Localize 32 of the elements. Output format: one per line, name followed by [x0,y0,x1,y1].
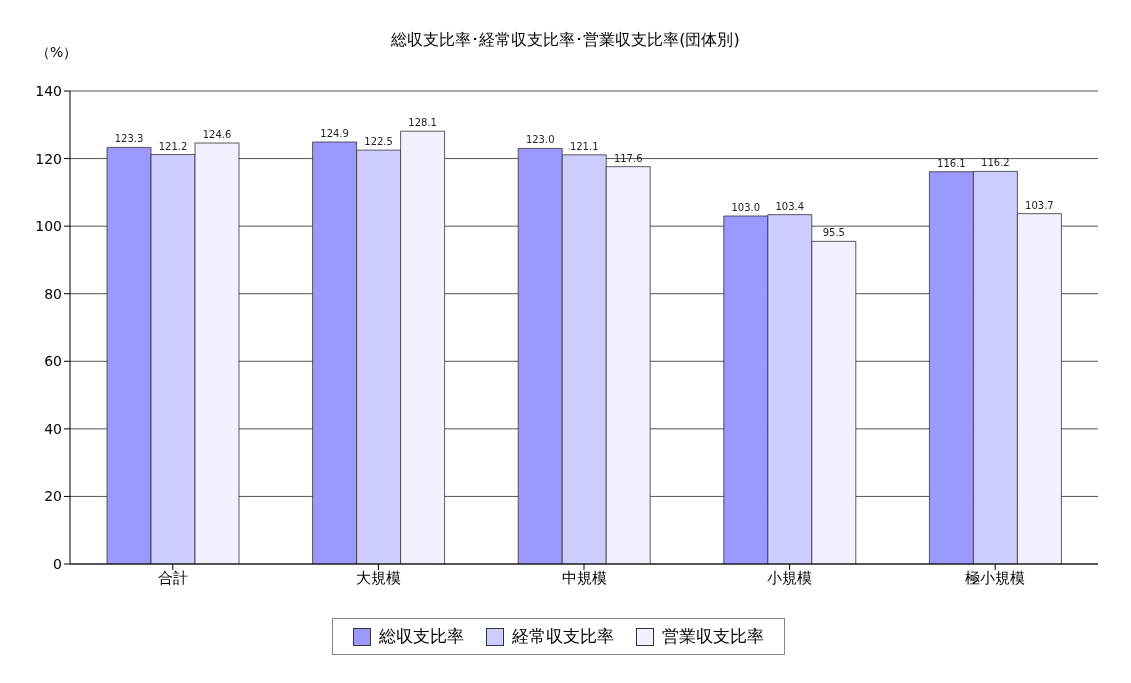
data-label: 123.0 [525,134,555,146]
data-label: 103.4 [775,200,805,212]
x-tick-label: 極小規模 [965,568,1026,587]
data-label: 123.3 [114,133,144,145]
y-tick-label: 40 [44,420,62,437]
data-label: 124.6 [202,129,232,141]
data-label: 121.1 [569,140,599,152]
y-tick-label: 120 [35,150,62,167]
legend-label: 経常収支比率 [511,625,614,648]
y-tick-label: 0 [53,555,62,572]
y-tick-label: 60 [44,353,62,370]
data-label: 103.0 [731,202,761,214]
data-label: 122.5 [364,136,393,148]
y-tick-label: 100 [35,218,62,235]
data-label: 116.1 [937,157,966,169]
data-label: 121.2 [158,140,188,152]
legend-label: 総収支比率 [378,625,464,648]
data-label: 124.9 [320,128,349,140]
y-tick-label: 20 [44,488,62,505]
data-label: 103.7 [1025,199,1054,211]
x-tick-label: 合計 [157,568,188,587]
y-tick-label: 80 [44,285,62,302]
chart-title: 総収支比率･経常収支比率･営業収支比率(団体別) [391,30,740,49]
x-tick-label: 大規模 [355,568,401,587]
data-label: 116.2 [981,157,1010,169]
x-tick-label: 中規模 [561,568,607,587]
x-tick-label: 小規模 [767,568,813,587]
legend-label: 営業収支比率 [661,625,764,648]
y-tick-label: 140 [35,82,62,99]
data-label: 95.5 [822,227,845,239]
data-label: 128.1 [408,117,437,129]
y-axis-title: （%） [36,44,78,62]
